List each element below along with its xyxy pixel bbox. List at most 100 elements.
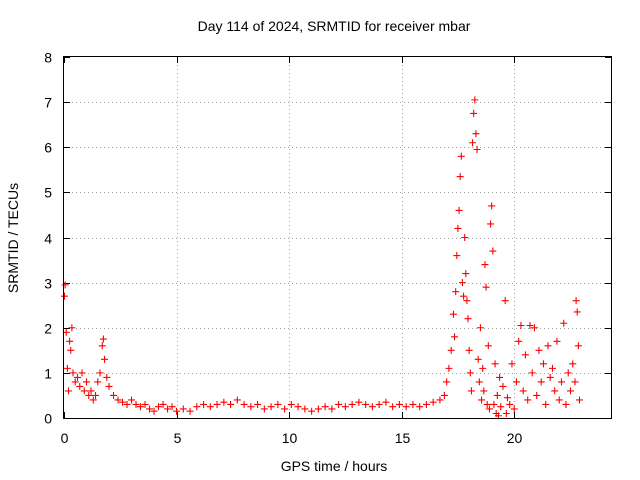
data-point <box>168 403 176 411</box>
data-point <box>469 139 477 147</box>
data-point <box>308 407 316 415</box>
data-point <box>461 234 469 241</box>
data-point <box>137 403 145 411</box>
data-point <box>83 378 91 386</box>
data-point <box>94 378 102 386</box>
data-point <box>517 321 525 329</box>
data-point <box>328 405 336 413</box>
data-point <box>471 96 479 104</box>
data-point <box>128 396 136 404</box>
data-point <box>67 346 75 354</box>
data-point <box>402 403 410 411</box>
data-point <box>515 337 523 345</box>
data-point <box>110 391 118 399</box>
data-point <box>335 400 343 408</box>
data-point <box>457 152 465 160</box>
data-point <box>490 400 498 408</box>
data-point <box>443 378 451 386</box>
data-point <box>506 400 514 408</box>
data-point <box>132 400 140 408</box>
data-point <box>496 373 504 381</box>
data-point <box>445 364 453 372</box>
data-point <box>179 405 187 413</box>
data-point <box>499 382 507 390</box>
data-point <box>530 324 538 332</box>
data-point <box>60 292 68 300</box>
data-point <box>480 387 488 395</box>
data-point <box>123 400 131 408</box>
data-point <box>267 403 275 411</box>
data-point <box>321 403 329 411</box>
data-point <box>274 400 282 408</box>
data-point <box>574 342 582 350</box>
data-point <box>526 321 534 329</box>
data-point <box>537 378 545 386</box>
data-point <box>451 333 459 341</box>
data-point <box>560 319 568 327</box>
axis-ticks: 0 1 2 3 4 5 6 7 8 0 5 10 15 20 <box>44 50 611 446</box>
data-point <box>213 400 221 408</box>
data-point <box>247 403 255 411</box>
data-point <box>557 378 565 386</box>
data-point <box>456 173 464 181</box>
data-point <box>473 146 481 154</box>
data-point <box>422 400 430 408</box>
data-point <box>460 292 468 300</box>
data-point <box>382 398 390 406</box>
data-point <box>146 405 154 413</box>
data-point <box>89 396 97 404</box>
data-point <box>508 360 516 368</box>
data-point <box>489 247 497 255</box>
data-point <box>475 378 483 386</box>
data-point <box>227 400 235 408</box>
data-point <box>503 394 511 402</box>
data-point <box>85 391 93 399</box>
data-point <box>114 396 122 404</box>
data-point <box>483 400 491 408</box>
data-point <box>69 369 77 377</box>
data-point <box>493 391 501 399</box>
data-point <box>101 355 109 363</box>
data-point <box>80 387 88 395</box>
data-point <box>155 403 163 411</box>
data-point <box>159 400 167 408</box>
data-point <box>220 398 228 406</box>
data-point <box>61 281 69 289</box>
data-point <box>206 403 214 411</box>
y-tick-label: 3 <box>44 276 52 292</box>
y-tick-label: 6 <box>44 140 52 156</box>
data-point <box>436 396 444 404</box>
data-point <box>233 396 241 404</box>
data-point <box>68 324 76 332</box>
data-point <box>455 206 463 214</box>
data-point <box>501 297 509 305</box>
grid-lines <box>64 57 611 418</box>
data-points <box>60 96 583 420</box>
data-point <box>555 396 563 404</box>
data-point <box>66 337 74 345</box>
y-tick-label: 1 <box>44 366 52 382</box>
data-point <box>470 109 478 117</box>
data-point <box>465 346 473 354</box>
data-point <box>472 130 480 138</box>
data-point <box>463 297 471 305</box>
data-point <box>368 403 376 411</box>
data-point <box>92 391 100 399</box>
data-point <box>488 202 496 210</box>
y-tick-label: 4 <box>44 231 52 247</box>
data-point <box>87 387 95 395</box>
data-point <box>533 391 541 399</box>
data-point <box>569 360 577 368</box>
data-point <box>416 403 424 411</box>
data-point <box>173 407 181 415</box>
data-point <box>314 405 322 413</box>
data-point <box>478 396 486 404</box>
data-point <box>186 407 194 415</box>
data-point <box>454 224 462 232</box>
y-tick-label: 8 <box>44 50 52 66</box>
y-tick-label: 5 <box>44 185 52 201</box>
data-point <box>63 364 71 372</box>
y-tick-label: 0 <box>44 411 52 427</box>
data-point <box>467 387 475 395</box>
data-point <box>521 351 529 359</box>
